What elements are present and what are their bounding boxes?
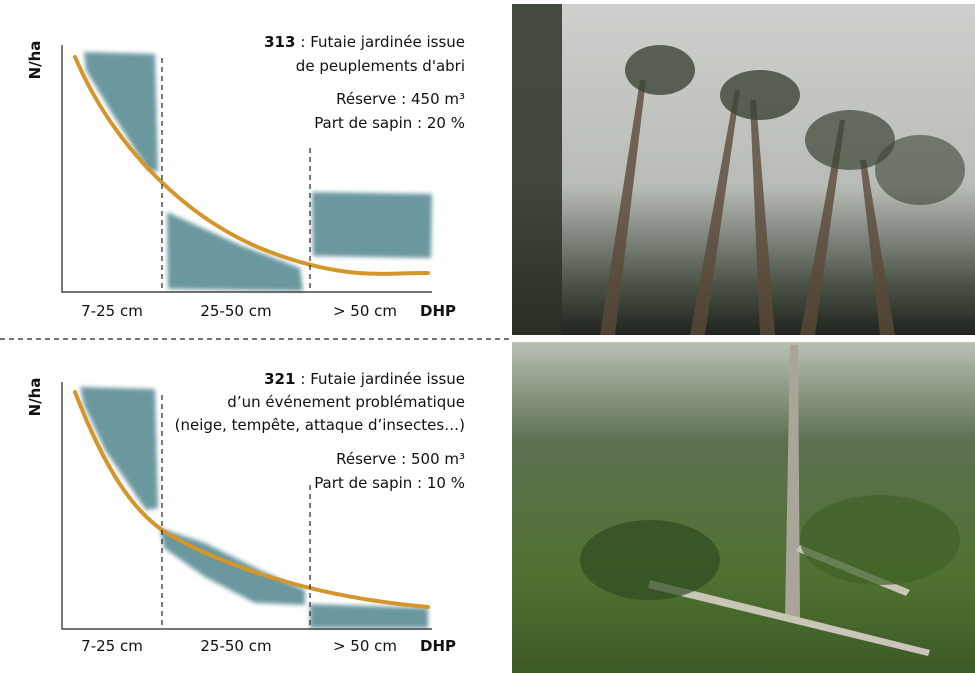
photo-top bbox=[512, 4, 975, 335]
description-line: de peuplements d'abri bbox=[296, 57, 465, 75]
x-label: > 50 cm bbox=[333, 302, 397, 320]
figure: N/ha 313 : Futaie jardinée issue de peupl… bbox=[0, 0, 975, 673]
y-label: N/ha bbox=[26, 378, 44, 417]
description-line: (neige, tempête, attaque d’insectes…) bbox=[175, 416, 465, 434]
x-label: 25-50 cm bbox=[200, 302, 271, 320]
x-label: 7-25 cm bbox=[81, 637, 143, 655]
description-line: : Futaie jardinée issue bbox=[300, 370, 465, 388]
fir-share: Part de sapin : 20 % bbox=[314, 114, 465, 132]
description-line: : Futaie jardinée issue bbox=[300, 33, 465, 51]
x-label: > 50 cm bbox=[333, 637, 397, 655]
description: 321 : Futaie jardinée issue bbox=[264, 370, 465, 388]
x-label: 25-50 cm bbox=[200, 637, 271, 655]
y-label: N/ha bbox=[26, 41, 44, 80]
code: 313 bbox=[264, 33, 295, 51]
reserve: Réserve : 500 m³ bbox=[336, 450, 465, 468]
fir-share: Part de sapin : 10 % bbox=[314, 474, 465, 492]
blob bbox=[310, 604, 428, 628]
code: 321 bbox=[264, 370, 295, 388]
x-axis-label: DHP bbox=[420, 302, 456, 320]
description-line: d’un événement problématique bbox=[227, 393, 465, 411]
x-label: 7-25 cm bbox=[81, 302, 143, 320]
x-axis-label: DHP bbox=[420, 637, 456, 655]
description: 313 : Futaie jardinée issue bbox=[264, 33, 465, 51]
reserve: Réserve : 450 m³ bbox=[336, 90, 465, 108]
blob bbox=[312, 192, 432, 258]
photo-bottom bbox=[512, 342, 975, 673]
